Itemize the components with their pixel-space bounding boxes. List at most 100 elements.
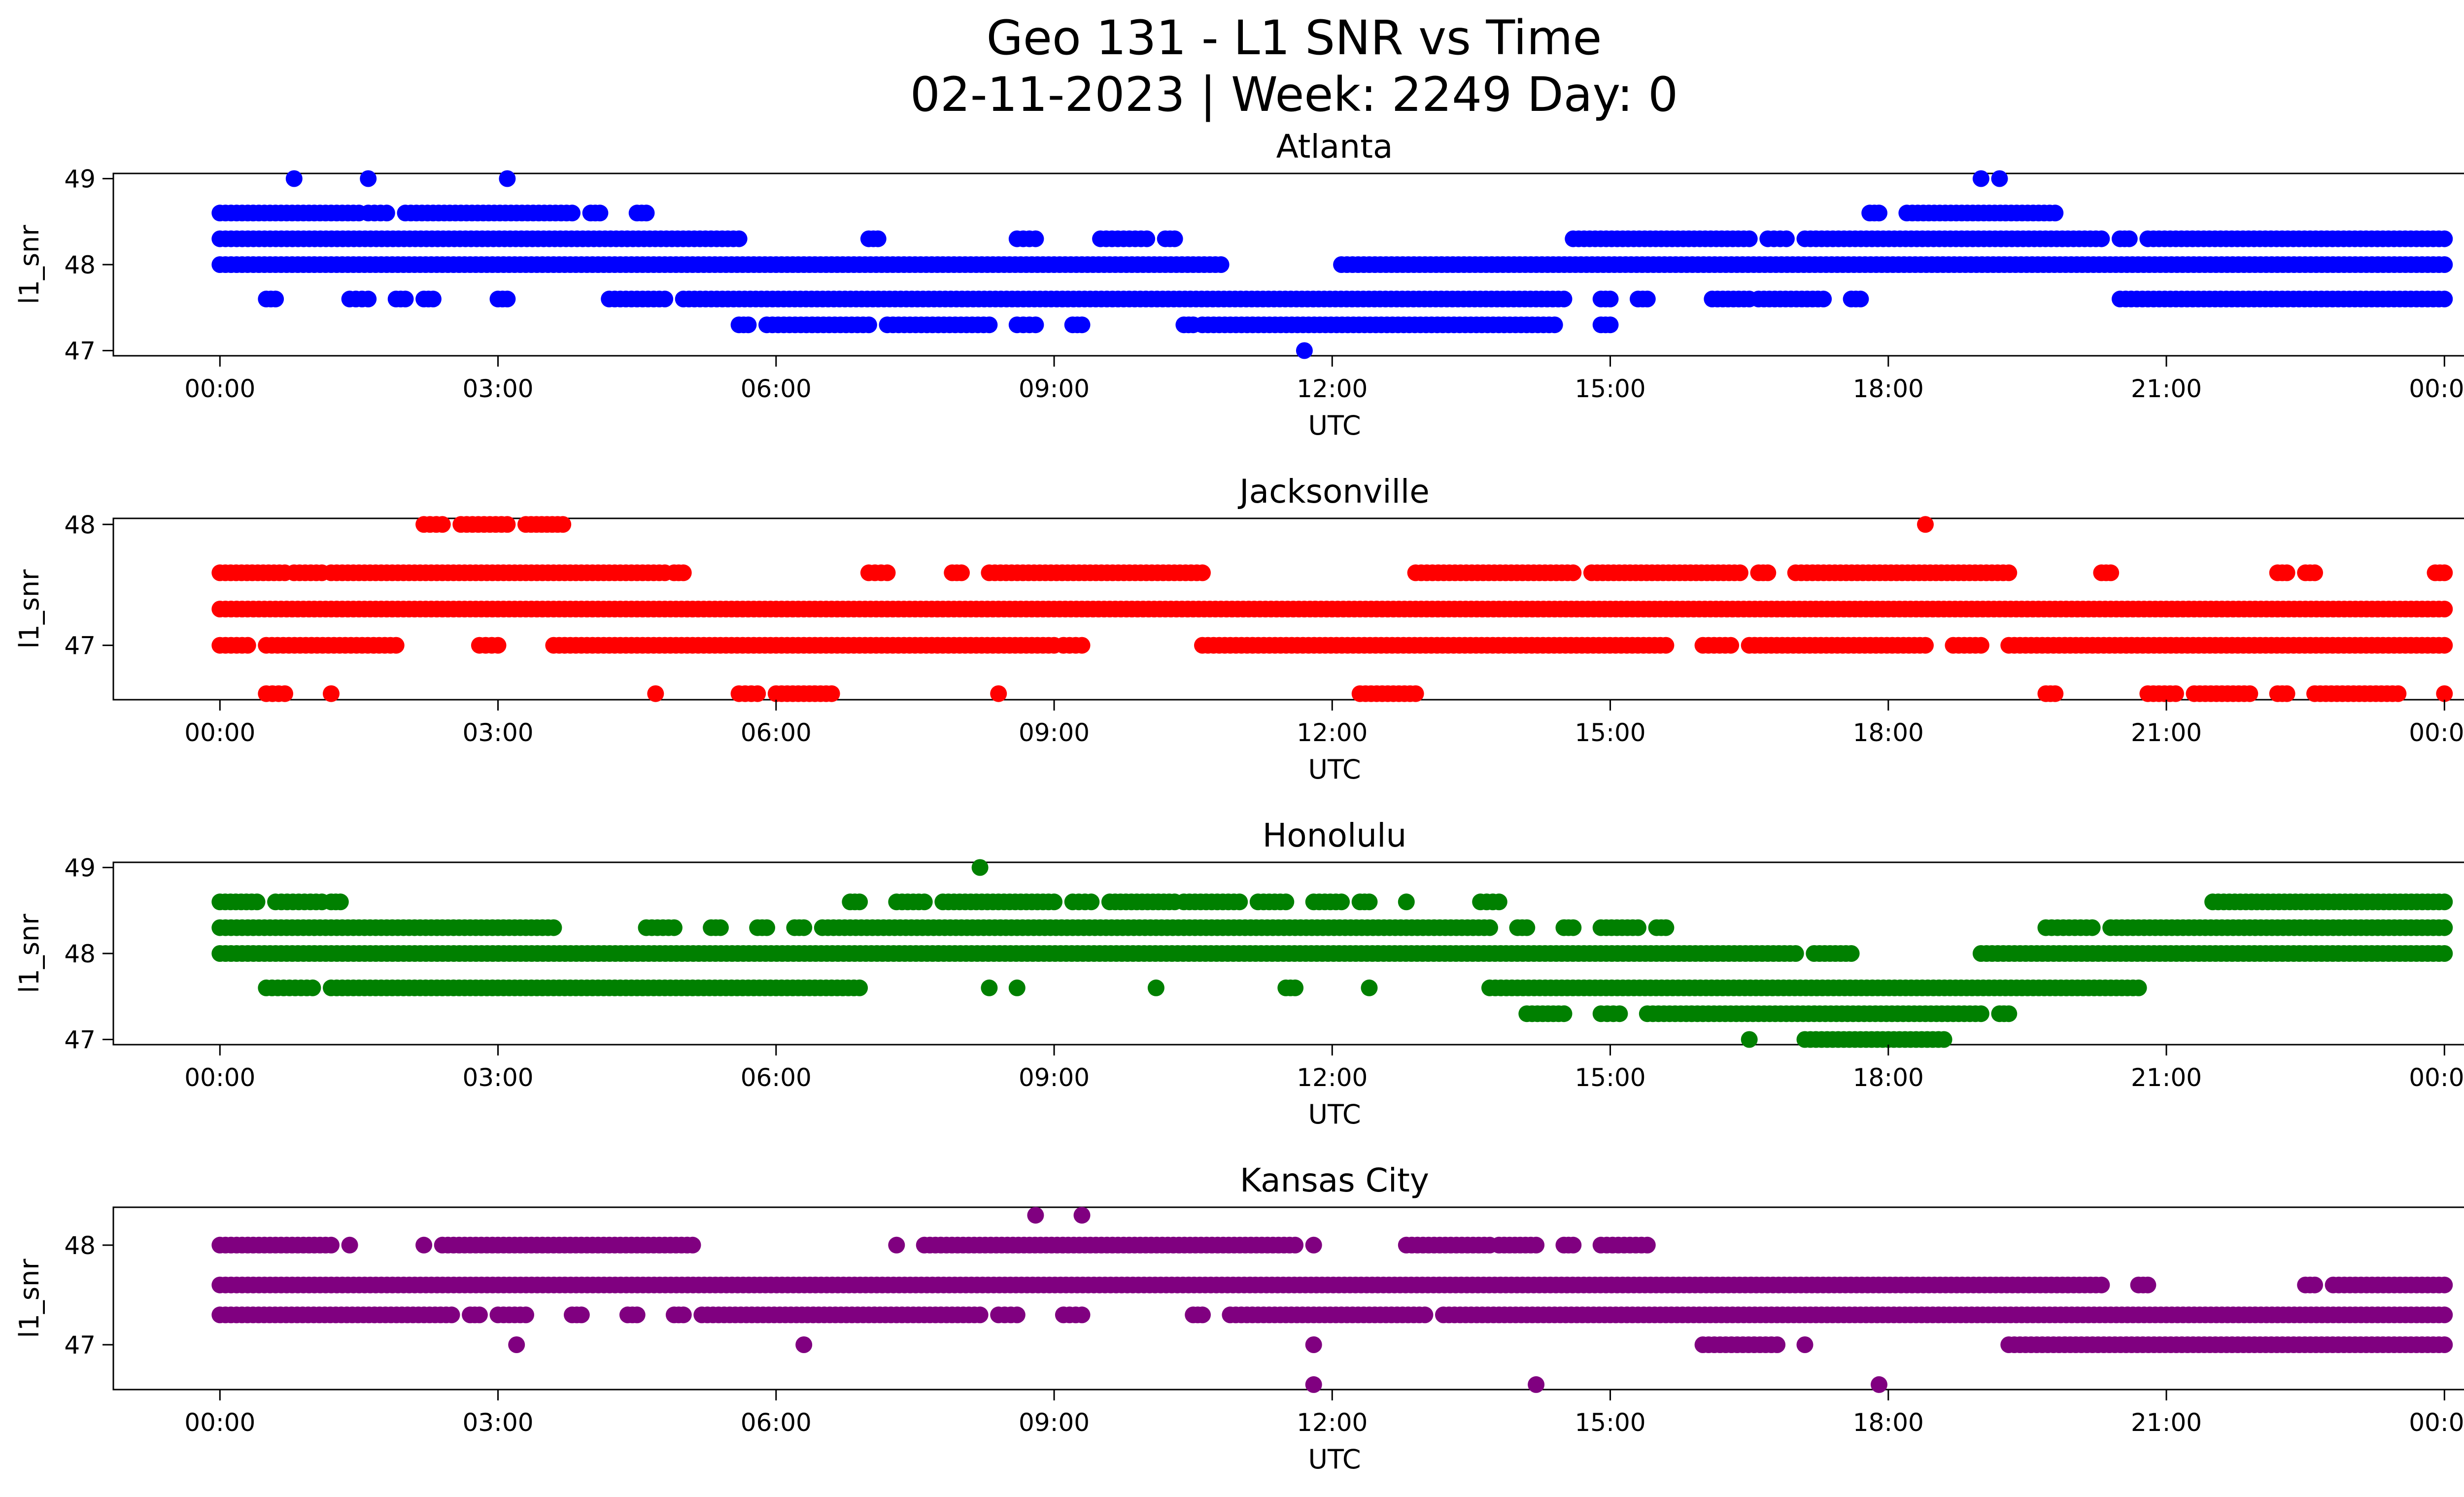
data-point bbox=[415, 1236, 433, 1254]
data-point bbox=[1518, 919, 1536, 936]
data-point bbox=[2047, 204, 2064, 222]
data-point bbox=[1407, 685, 1424, 702]
data-point bbox=[1972, 637, 1989, 654]
data-point bbox=[2306, 1276, 2323, 1293]
data-point bbox=[1871, 204, 1887, 222]
data-point bbox=[1008, 1306, 1026, 1324]
data-point bbox=[1490, 893, 1507, 911]
data-point bbox=[916, 893, 933, 911]
x-tick-label: 00:00 bbox=[2409, 1063, 2464, 1092]
data-point bbox=[2436, 685, 2453, 702]
data-point bbox=[1602, 290, 1619, 307]
data-point bbox=[304, 979, 321, 996]
y-tick-label: 48 bbox=[64, 1231, 96, 1260]
data-point bbox=[545, 919, 562, 936]
data-point bbox=[665, 919, 683, 936]
chart-subtitle-date-week: 02-11-2023 | Week: 2249 Day: 0 bbox=[910, 67, 1678, 123]
data-point bbox=[851, 893, 868, 911]
data-point bbox=[1212, 256, 1230, 273]
panel-jacksonville: Jacksonville 47 48 00:00 03:00 06:00 09:00 12:0… bbox=[14, 473, 2464, 785]
data-point bbox=[1073, 637, 1091, 654]
x-tick-label: 09:00 bbox=[1019, 1408, 1090, 1437]
data-point bbox=[1917, 637, 1934, 654]
data-point bbox=[1305, 1376, 1322, 1393]
data-point bbox=[1871, 1376, 1887, 1393]
x-tick-label: 03:00 bbox=[462, 1408, 533, 1437]
data-point bbox=[2047, 685, 2064, 702]
x-tick-label: 09:00 bbox=[1019, 374, 1090, 403]
data-point bbox=[323, 1236, 340, 1254]
data-point bbox=[1657, 637, 1675, 654]
data-point bbox=[971, 859, 989, 876]
data-point bbox=[397, 290, 414, 307]
data-point bbox=[1555, 1005, 1573, 1022]
data-point bbox=[1741, 230, 1758, 247]
panel-title-kansas-city: Kansas City bbox=[1240, 1161, 1429, 1199]
data-point bbox=[1787, 945, 1804, 962]
data-point bbox=[1639, 1236, 1656, 1254]
x-tick-label: 12:00 bbox=[1297, 718, 1368, 747]
data-point bbox=[1972, 1005, 1989, 1022]
data-point bbox=[712, 919, 729, 936]
data-point bbox=[1147, 979, 1164, 996]
x-tick-label: 00:00 bbox=[2409, 1408, 2464, 1437]
data-point bbox=[2167, 685, 2184, 702]
data-point bbox=[2436, 919, 2453, 936]
data-point bbox=[888, 1236, 905, 1254]
data-point bbox=[2436, 564, 2453, 581]
data-point bbox=[2121, 230, 2138, 247]
data-point bbox=[1027, 230, 1044, 247]
data-point bbox=[740, 316, 757, 334]
y-tick-label: 48 bbox=[64, 251, 96, 279]
data-point bbox=[591, 204, 609, 222]
data-point bbox=[2436, 230, 2453, 247]
data-point bbox=[2436, 1336, 2453, 1353]
panel-honolulu: Honolulu 47 48 49 00:00 03:00 06:00 09:00 12:00 1… bbox=[14, 817, 2464, 1130]
data-point bbox=[2278, 685, 2295, 702]
y-axis-label: l1_snr bbox=[14, 225, 45, 305]
data-point bbox=[2084, 919, 2101, 936]
data-point bbox=[675, 564, 692, 581]
x-tick-label: 06:00 bbox=[741, 718, 812, 747]
data-point bbox=[1361, 893, 1378, 911]
panel-title-jacksonville: Jacksonville bbox=[1237, 473, 1430, 510]
x-tick-label: 21:00 bbox=[2131, 1408, 2202, 1437]
x-tick-label: 00:00 bbox=[184, 1063, 255, 1092]
data-point bbox=[1759, 564, 1777, 581]
data-point bbox=[758, 919, 775, 936]
x-tick-label: 12:00 bbox=[1297, 1408, 1368, 1437]
data-point bbox=[1741, 1031, 1758, 1048]
x-tick-label: 18:00 bbox=[1853, 718, 1924, 747]
y-tick-label: 47 bbox=[64, 1026, 96, 1055]
data-point bbox=[1815, 290, 1832, 307]
data-point bbox=[647, 685, 664, 702]
data-point bbox=[2130, 979, 2147, 996]
data-point bbox=[276, 685, 293, 702]
data-point bbox=[971, 1306, 989, 1324]
data-point bbox=[1565, 564, 1582, 581]
data-point bbox=[2278, 564, 2295, 581]
data-point bbox=[656, 290, 674, 307]
data-point bbox=[2436, 1276, 2453, 1293]
data-point bbox=[1630, 919, 1646, 936]
data-point bbox=[1027, 316, 1044, 334]
data-point bbox=[2000, 564, 2018, 581]
data-point bbox=[1305, 1336, 1322, 1353]
data-point bbox=[332, 893, 349, 911]
data-point bbox=[795, 919, 813, 936]
series-kansas-city bbox=[211, 1207, 2453, 1393]
data-point bbox=[1602, 316, 1619, 334]
data-point bbox=[1731, 564, 1748, 581]
x-tick-label: 03:00 bbox=[462, 374, 533, 403]
data-point bbox=[1917, 516, 1934, 533]
data-point bbox=[1333, 893, 1350, 911]
x-tick-label: 00:00 bbox=[184, 718, 255, 747]
data-point bbox=[267, 290, 284, 307]
data-point bbox=[1796, 1336, 1814, 1353]
chart-title: Geo 131 - L1 SNR vs Time bbox=[987, 10, 1602, 66]
data-point bbox=[2436, 945, 2453, 962]
y-tick-label: 49 bbox=[64, 165, 96, 193]
data-point bbox=[1722, 637, 1740, 654]
data-point bbox=[981, 979, 998, 996]
